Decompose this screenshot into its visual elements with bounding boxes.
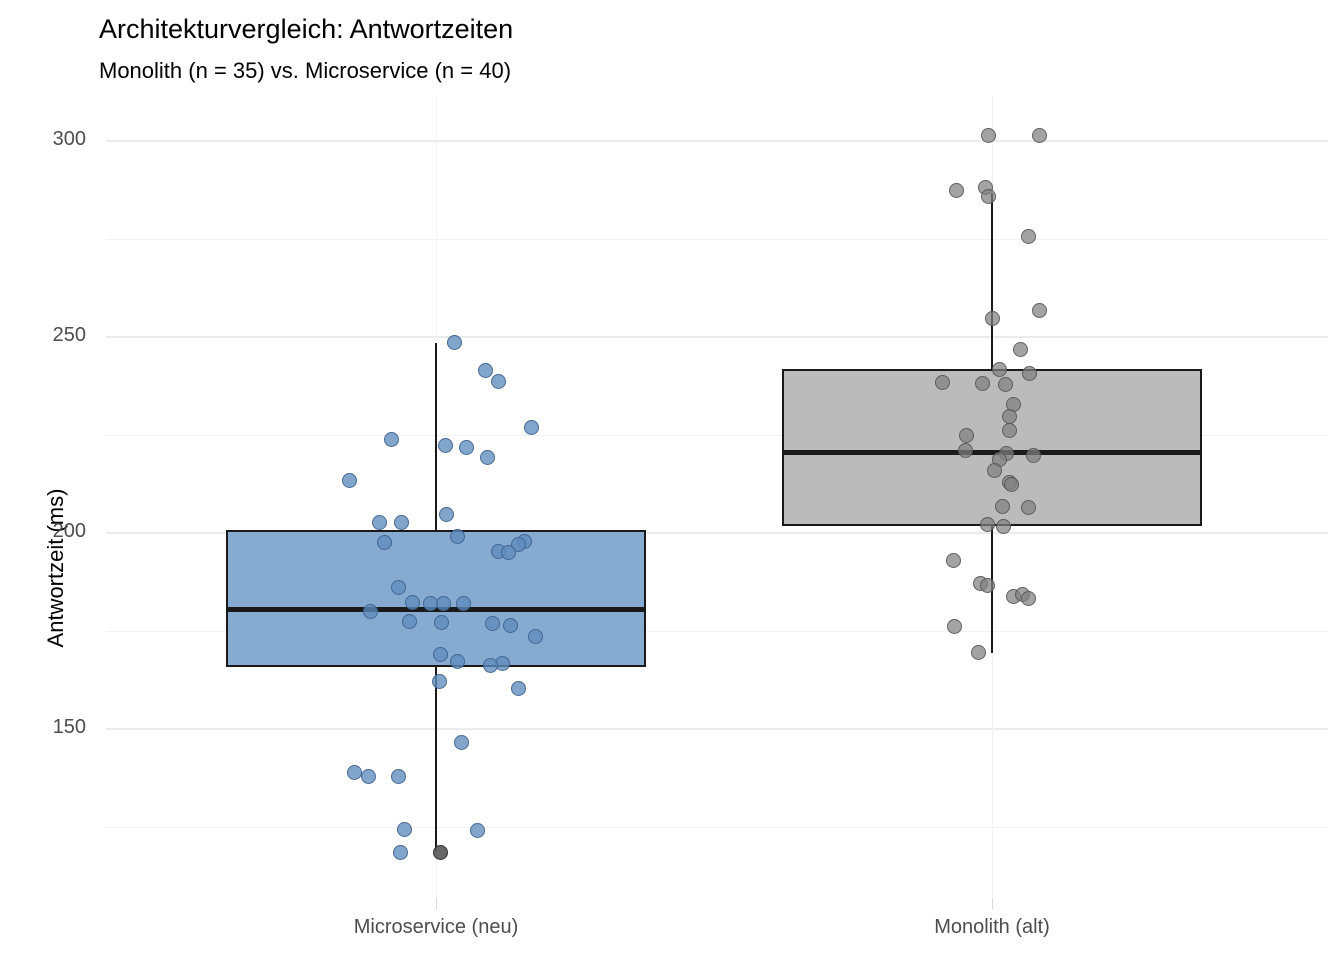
data-point (1021, 228, 1037, 244)
data-point (439, 507, 454, 523)
gridline-major-200 (106, 532, 1328, 534)
data-point (361, 768, 377, 784)
data-point (433, 615, 449, 631)
data-point (510, 680, 526, 696)
data-point (436, 596, 452, 612)
page-title: Architekturvergleich: Antwortzeiten (99, 14, 514, 44)
data-point (455, 595, 471, 611)
data-point (945, 552, 961, 568)
chart-subtitle: Monolith (n = 35) vs. Microservice (n = … (99, 58, 512, 83)
data-point (458, 440, 474, 456)
data-point (946, 618, 962, 634)
data-point (390, 769, 406, 785)
data-point (994, 498, 1010, 514)
data-point (1031, 302, 1047, 318)
data-point (948, 182, 964, 198)
data-point (980, 578, 996, 594)
data-point (394, 515, 410, 531)
median-line-0 (226, 607, 646, 613)
data-point (371, 514, 387, 530)
data-point (1022, 366, 1038, 382)
data-point (363, 603, 379, 619)
data-point (980, 516, 996, 532)
x-tick-label-0: Microservice (neu) (353, 916, 519, 938)
outlier-point (432, 844, 448, 860)
data-point (1021, 500, 1037, 516)
data-point (1013, 342, 1029, 358)
gridline-minor-275 (106, 239, 1328, 240)
gridline-major-150 (106, 728, 1328, 730)
data-point (392, 844, 408, 860)
y-tick-label-250: 250 (52, 324, 86, 346)
x-tick-mark-0 (436, 898, 437, 909)
data-point (449, 528, 465, 544)
data-point (981, 127, 997, 143)
y-tick-label-300: 300 (52, 128, 86, 150)
gridline-minor-175 (106, 631, 1328, 632)
data-point (984, 311, 1000, 327)
data-point (934, 374, 950, 390)
data-point (437, 438, 453, 454)
gridline-major-300 (106, 140, 1328, 142)
data-point (1025, 448, 1041, 464)
data-point (1002, 422, 1018, 438)
data-point (390, 579, 406, 595)
y-tick-label-150: 150 (52, 716, 86, 738)
data-point (478, 362, 494, 378)
data-point (981, 189, 997, 205)
gridline-minor-225 (106, 435, 1328, 436)
data-point (377, 534, 393, 550)
plot-panel (106, 96, 1328, 898)
gridline-major-250 (106, 336, 1328, 338)
data-point (346, 765, 362, 780)
data-point (1020, 590, 1036, 606)
y-tick-label-200: 200 (52, 520, 86, 542)
data-point (485, 616, 501, 632)
data-point (402, 614, 418, 630)
data-point (453, 734, 469, 750)
data-point (483, 658, 499, 674)
data-point (423, 596, 439, 612)
data-point (958, 443, 974, 459)
median-line-1 (782, 449, 1202, 455)
data-point (959, 427, 975, 443)
data-point (1031, 128, 1047, 144)
data-point (500, 545, 516, 561)
box-1 (782, 369, 1202, 526)
data-point (503, 618, 519, 634)
data-point (1002, 408, 1018, 424)
data-point (992, 362, 1008, 378)
data-point (342, 472, 358, 488)
data-point (397, 822, 412, 838)
data-point (971, 644, 987, 660)
gridline-minor-125 (106, 827, 1328, 828)
data-point (405, 595, 421, 611)
y-axis-title: Antwortzeit (ms) (43, 488, 68, 648)
data-point (1003, 476, 1019, 492)
data-point (450, 653, 466, 669)
data-point (447, 334, 463, 350)
x-tick-label-1: Monolith (alt) (934, 916, 1050, 938)
data-point (431, 673, 447, 689)
data-point (432, 647, 448, 663)
data-point (469, 823, 485, 839)
x-tick-mark-1 (992, 898, 993, 909)
data-point (479, 449, 495, 465)
data-point (524, 420, 540, 436)
data-point (997, 376, 1013, 392)
data-point (986, 462, 1002, 478)
data-point (975, 375, 991, 391)
data-point (490, 374, 506, 390)
data-point (384, 432, 400, 448)
data-point (527, 629, 543, 645)
data-point (996, 519, 1012, 535)
